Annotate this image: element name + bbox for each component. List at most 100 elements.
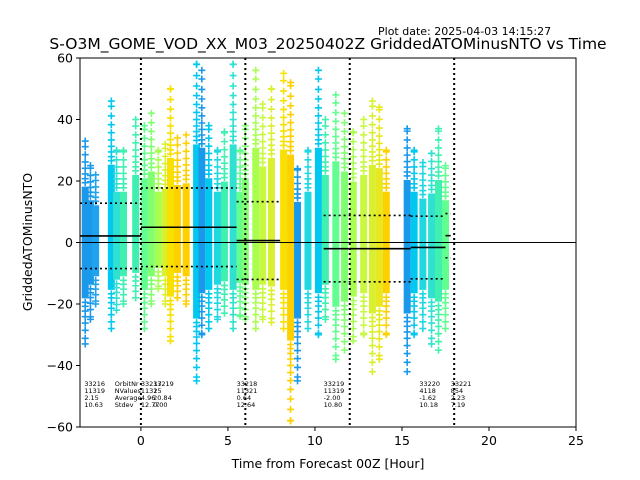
scatter-point: [382, 308, 390, 316]
scatter-point: [107, 311, 115, 319]
scatter-point: [382, 163, 390, 171]
scatter-point: [182, 147, 190, 155]
scatter-point: [375, 343, 383, 351]
scatter-point: [294, 333, 302, 341]
scatter-point: [314, 314, 322, 322]
scatter-point: [252, 95, 260, 103]
scatter-point: [410, 163, 418, 171]
stat-text: 854: [451, 387, 463, 395]
scatter-point: [229, 60, 237, 68]
scatter-point: [341, 143, 349, 151]
scatter-point: [229, 311, 237, 319]
scatter-point: [441, 162, 449, 170]
scatter-point: [360, 116, 368, 123]
scatter-point: [193, 92, 201, 100]
scatter-point: [410, 308, 418, 316]
scatter-point: [92, 183, 100, 191]
stat-header: Average: [115, 394, 142, 402]
scatter-point: [304, 169, 312, 177]
scatter-point: [140, 156, 148, 164]
scatter-point: [375, 335, 383, 343]
scatter-point: [368, 342, 376, 350]
scatter-point: [220, 302, 228, 310]
scatter-core: [198, 147, 206, 294]
scatter-point: [166, 311, 174, 319]
scatter-point: [213, 169, 221, 177]
scatter-point: [435, 316, 443, 324]
scatter-point: [321, 315, 329, 323]
scatter-point: [198, 112, 206, 120]
scatter-point: [294, 355, 302, 363]
y-axis-label: GriddedATOMinusNTO: [20, 173, 35, 311]
scatter-point: [435, 330, 443, 338]
scatter-point: [294, 165, 302, 173]
y-tick-label: 40: [57, 112, 73, 127]
scatter-point: [375, 115, 383, 123]
scatter-point: [113, 169, 121, 177]
scatter-point: [229, 72, 237, 80]
stat-text: 33221: [451, 380, 472, 388]
scatter-point: [259, 100, 267, 108]
scatter-column: [182, 131, 190, 308]
scatter-point: [229, 116, 237, 124]
scatter-point: [332, 109, 340, 117]
scatter-column: [375, 103, 383, 363]
scatter-point: [321, 306, 329, 314]
scatter-point: [332, 139, 340, 147]
scatter-point: [419, 325, 427, 333]
scatter-point: [259, 315, 267, 323]
scatter-point: [198, 308, 206, 316]
scatter-point: [213, 315, 221, 323]
scatter-core: [368, 164, 376, 314]
scatter-column: [120, 146, 128, 308]
stat-header: NValues: [115, 387, 142, 395]
scatter-point: [341, 338, 349, 346]
scatter-point: [287, 405, 295, 413]
scatter-point: [140, 134, 148, 142]
scatter-point: [92, 300, 100, 308]
scatter-core: [161, 188, 169, 277]
stat-text: 10.18: [419, 401, 438, 409]
scatter-point: [236, 297, 244, 305]
scatter-point: [205, 142, 213, 150]
scatter-column: [198, 66, 206, 339]
scatter-point: [321, 299, 329, 307]
scatter-point: [252, 125, 260, 133]
scatter-point: [236, 169, 244, 177]
scatter-core: [360, 174, 368, 294]
scatter-point: [349, 128, 357, 136]
stat-text: 10.63: [84, 401, 103, 409]
scatter-point: [314, 75, 322, 83]
scatter-point: [81, 158, 89, 166]
scatter-column: [428, 149, 436, 348]
scatter-column: [360, 116, 368, 339]
scatter-point: [198, 331, 206, 339]
scatter-column: [403, 125, 411, 376]
scatter-point: [287, 132, 295, 140]
scatter-core: [428, 193, 436, 299]
scatter-point: [173, 149, 181, 157]
scatter-point: [147, 291, 155, 299]
stat-text: 33219: [324, 380, 345, 388]
scatter-point: [259, 144, 267, 152]
scatter-point: [419, 304, 427, 312]
stat-text: -1.62: [419, 394, 436, 402]
scatter-point: [132, 139, 140, 147]
scatter-point: [332, 99, 340, 107]
scatter-point: [267, 96, 275, 104]
scatter-point: [173, 141, 181, 149]
scatter-point: [267, 318, 275, 326]
scatter-point: [166, 136, 174, 144]
scatter-point: [220, 296, 228, 304]
scatter-point: [349, 325, 357, 333]
scatter-point: [403, 144, 411, 152]
scatter-point: [252, 104, 260, 112]
scatter-point: [107, 136, 115, 144]
scatter-core: [193, 144, 201, 319]
stat-text: 12.77: [141, 401, 160, 409]
scatter-point: [341, 322, 349, 330]
scatter-point: [120, 163, 128, 171]
scatter-point: [314, 308, 322, 316]
scatter-point: [252, 325, 260, 333]
scatter-point: [198, 314, 206, 322]
